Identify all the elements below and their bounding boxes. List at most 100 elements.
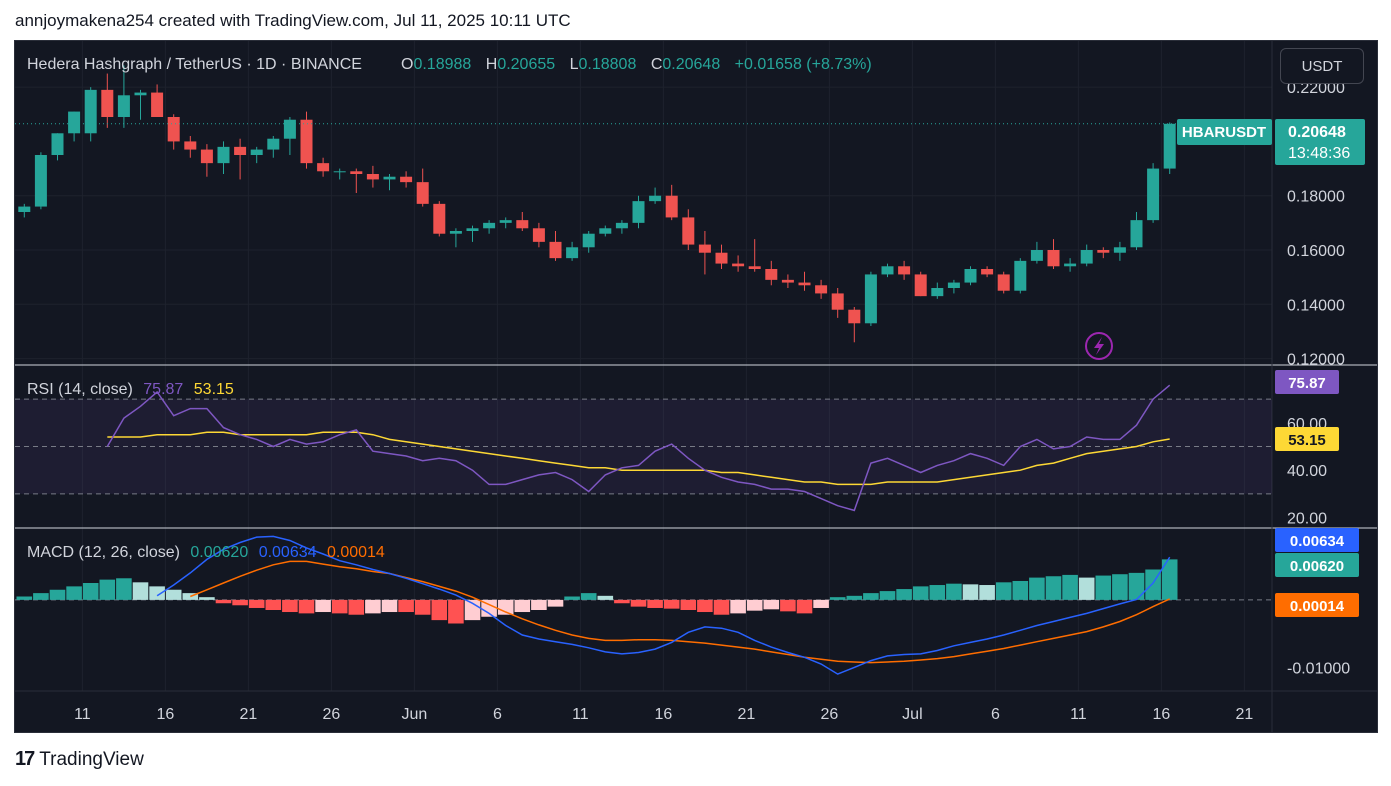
close-label: C [651,56,663,73]
candle-body [499,220,512,223]
macd-histogram-bar [531,599,547,610]
macd-histogram-bar [979,585,995,600]
candle-body [997,274,1010,291]
footer-brand[interactable]: 17 TradingView [15,748,144,771]
macd-histogram-bar [995,582,1012,600]
symbol-title: Hedera Hashgraph / TetherUS · 1D · BINAN… [27,56,362,73]
candle-body [167,117,180,142]
candle-body [815,285,828,294]
x-tick-label: 26 [323,706,341,723]
candle-body [615,222,628,229]
macd-histogram-bar [414,599,431,615]
candle-body [1130,220,1143,248]
macd-histogram-bar [780,599,796,612]
macd-histogram-bar [597,595,614,600]
candle-body [1097,250,1110,253]
macd-legend: MACD (12, 26, close) 0.00620 0.00634 0.0… [27,544,385,561]
rsi-legend-value: 75.87 [143,381,183,398]
macd-histogram-bar [1095,575,1112,600]
candle-body [366,174,379,180]
macd-histogram-bar [514,599,531,613]
macd-histogram-bar [381,599,398,613]
macd-histogram-bar [66,586,82,600]
currency-button[interactable]: USDT [1280,48,1364,84]
macd-histogram-bar [298,599,315,614]
candle-body [300,119,313,164]
macd-histogram-bar [16,596,33,600]
candle-body [51,133,64,155]
candle-body [698,244,711,253]
rsi-value-tag [1275,370,1339,394]
x-tick-label: Jun [402,706,428,723]
candle-body [848,309,861,324]
macd-histogram-bar [199,597,215,600]
rsi-band [15,399,1272,494]
macd-histogram-bar [614,599,630,604]
candle-body [898,266,911,275]
x-tick-label: 6 [991,706,1000,723]
candle-body [416,182,429,204]
low-value: 0.18808 [579,56,637,73]
macd-histogram-bar [149,586,165,600]
chart-frame[interactable]: 11 16 21 26 Jun 6 11 16 21 26 Jul 6 11 16 21 0.22000 0.1… [14,40,1378,733]
x-tick-label: 26 [821,706,839,723]
y-tick-label: 0.18000 [1287,189,1345,206]
macd-histogram-bar [796,599,813,614]
y-tick-label: 0.22000 [1287,80,1345,97]
lightning-alert-icon[interactable] [1085,332,1113,360]
ohlc-values: O0.18988 H0.20655 L0.18808 C0.20648 +0.0… [401,56,872,73]
symbol-tag-label: HBARUSDT [1182,124,1266,141]
macd-histogram-bar [680,599,697,610]
macd-histogram-bar [315,599,331,613]
candle-body [599,228,612,234]
bar-countdown: 13:48:36 [1288,145,1350,162]
candle-body [715,252,728,264]
candle-body [981,269,994,275]
low-label: L [570,56,579,73]
macd-histogram-bar [331,599,348,614]
macd-histogram-bar [564,596,580,600]
macd-histogram-bar [863,593,879,600]
tradingview-logo-icon: 17 [15,748,35,770]
candle-body [1080,250,1093,264]
candle-body [1014,260,1027,291]
candle-body [1047,250,1060,267]
macd-histogram-bar [829,597,846,600]
candle-body [234,146,247,155]
macd-histogram-bar [1161,559,1178,600]
x-tick-label: 11 [1070,706,1087,723]
macd-histogram-bar [1112,574,1128,600]
x-tick-label: 6 [493,706,502,723]
y-tick-label: 0.12000 [1287,352,1345,369]
macd-value-tag [1275,528,1359,552]
candle-body [1064,263,1077,267]
macd-histogram-bar [730,599,746,614]
y-tick-label: 0.16000 [1287,243,1345,260]
macd-histogram-bar [746,599,763,611]
macd-histogram-bar [431,599,448,621]
x-tick-label: 16 [655,706,673,723]
candle-body [184,141,197,150]
macd-histogram-bar [1078,577,1095,600]
x-tick-label: 16 [1153,706,1171,723]
rsi-tick-label: 20.00 [1287,511,1327,528]
macd-histogram-bar [215,599,232,604]
macd-histogram-bar [232,599,248,606]
rsi-legend-name: RSI (14, close) [27,381,133,398]
chart-svg[interactable]: 11 16 21 26 Jun 6 11 16 21 26 Jul 6 11 16 21 0.22000 0.1… [15,41,1377,732]
macd-histogram-bar [165,589,182,600]
macd-histogram-bar [879,591,896,600]
macd-legend-name: MACD (12, 26, close) [27,544,180,561]
candle-body [1030,250,1043,261]
candle-body [665,195,678,218]
candle-body [1113,247,1126,253]
signal-tag-value: 0.00014 [1290,598,1345,615]
candle-body [18,206,31,212]
candle-body [914,274,927,297]
candle-body [34,155,47,207]
macd-histogram-bar [248,599,265,608]
candle-body [682,217,695,245]
candle-body [649,195,662,202]
rsi-legend: RSI (14, close) 75.87 53.15 [27,381,234,398]
x-tick-label: 21 [240,706,258,723]
